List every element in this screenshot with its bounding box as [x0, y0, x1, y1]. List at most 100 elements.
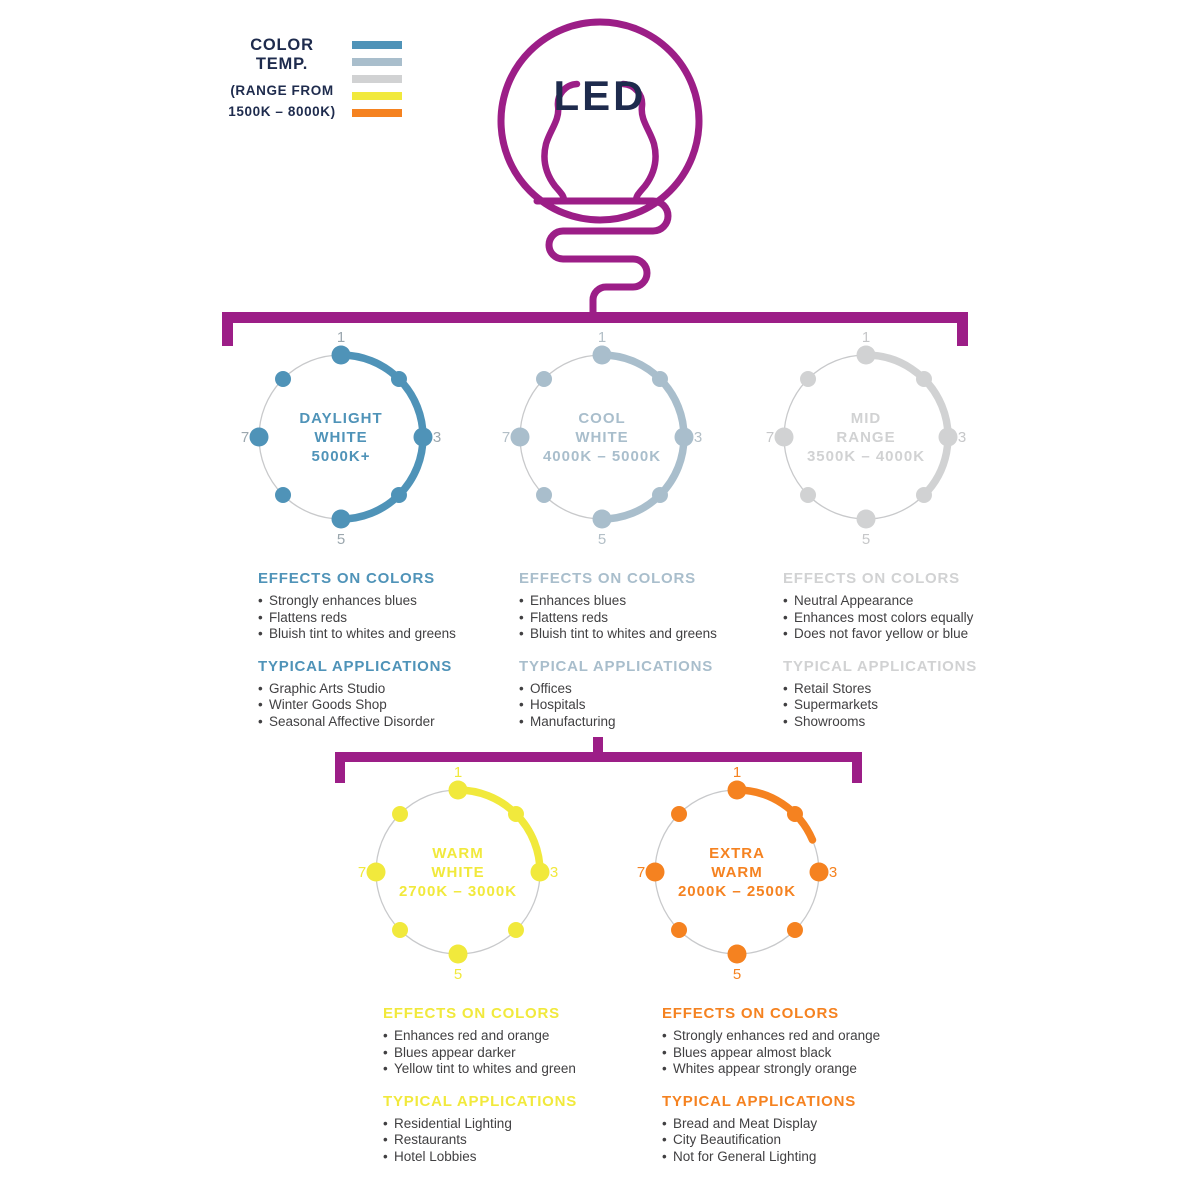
ring-tick-label: 5 — [862, 531, 870, 547]
bullet-item: Not for General Lighting — [662, 1149, 927, 1166]
ring-chart: 1 3 5 7 — [766, 329, 966, 547]
ring-chart: 1 3 5 7 — [241, 329, 441, 547]
effects-title: EFFECTS ON COLORS — [519, 570, 696, 587]
ring-dot — [331, 345, 351, 365]
ring-dot — [413, 427, 433, 447]
ring-dot — [448, 944, 468, 964]
ring-tick-label: 7 — [637, 864, 645, 881]
ring-dot — [645, 862, 665, 882]
ring-tick-label: 1 — [337, 329, 345, 346]
ring-label-line: DAYLIGHT — [299, 410, 383, 427]
ring-dot — [786, 921, 803, 938]
ring-dot — [530, 862, 550, 882]
ring-tick-label: 7 — [766, 429, 774, 446]
bulb-label: LED — [554, 72, 647, 119]
legend-title: COLOR TEMP. — [250, 36, 314, 73]
effects-list: Strongly enhances bluesFlattens redsBlui… — [258, 593, 523, 643]
top-bracket-right-tick — [957, 312, 968, 346]
bulb-screw-thread — [533, 197, 672, 316]
ring-tick-label: 7 — [502, 429, 510, 446]
legend-swatch — [352, 75, 402, 83]
bullet-item: Winter Goods Shop — [258, 697, 523, 714]
ring-dot — [727, 944, 747, 964]
category-text: EFFECTS ON COLORS Enhances bluesFlattens… — [519, 570, 784, 745]
ring-dot — [856, 509, 876, 529]
ring-dot — [390, 486, 407, 503]
top-bracket-left-tick — [222, 312, 233, 346]
bulb-outline — [497, 18, 703, 224]
ring-tick-label: 3 — [829, 864, 837, 881]
ring-dot — [507, 921, 524, 938]
ring-dot — [592, 345, 612, 365]
ring-dot — [390, 371, 407, 388]
ring-tick-label: 3 — [550, 864, 558, 881]
category-text: EFFECTS ON COLORS Enhances red and orang… — [383, 1005, 648, 1180]
bullet-item: Seasonal Affective Disorder — [258, 714, 523, 731]
applications-list: OfficesHospitalsManufacturing — [519, 681, 784, 731]
effects-list: Strongly enhances red and orangeBlues ap… — [662, 1028, 927, 1078]
ring-label: WARM WHITE 2700K – 3000K — [363, 844, 553, 901]
bullet-item: Enhances most colors equally — [783, 610, 1048, 627]
bullet-item: Enhances red and orange — [383, 1028, 648, 1045]
bullet-item: Yellow tint to whites and green — [383, 1061, 648, 1078]
top-bracket-bar — [222, 312, 968, 323]
ring-dot — [671, 921, 688, 938]
ring-tick-label: 5 — [733, 966, 741, 982]
ring-tick-label: 1 — [733, 764, 741, 781]
ring-dot — [856, 345, 876, 365]
ring-dot — [809, 862, 829, 882]
ring-label-line: WARM — [432, 845, 484, 862]
ring-dot — [510, 427, 530, 447]
ring-dot — [275, 371, 292, 388]
ring-dot — [392, 921, 409, 938]
bulb-glass-left — [541, 80, 581, 205]
ring-tick-label: 3 — [433, 429, 441, 446]
bullet-item: Flattens reds — [258, 610, 523, 627]
ring-dot — [448, 780, 468, 800]
legend-subtitle-line2: 1500K – 8000K) — [228, 104, 336, 119]
bullet-item: Bread and Meat Display — [662, 1116, 927, 1133]
applications-list: Residential LightingRestaurantsHotel Lob… — [383, 1116, 648, 1166]
applications-list: Bread and Meat DisplayCity Beautificatio… — [662, 1116, 927, 1166]
bullet-item: Blues appear darker — [383, 1045, 648, 1062]
ring-label: DAYLIGHT WHITE 5000K+ — [246, 409, 436, 466]
ring-dot — [651, 486, 668, 503]
color-temp-legend: COLOR TEMP. (RANGE FROM 1500K – 8000K) — [222, 36, 402, 126]
bullet-item: Restaurants — [383, 1132, 648, 1149]
led-bulb-icon: LED — [497, 18, 703, 316]
effects-title: EFFECTS ON COLORS — [662, 1005, 839, 1022]
bullet-item: Flattens reds — [519, 610, 784, 627]
ring-label-line: 2000K – 2500K — [677, 883, 797, 900]
ring-label-line: 4000K – 5000K — [542, 448, 662, 465]
ring-dot — [938, 427, 958, 447]
legend-swatch — [352, 109, 402, 117]
ring-dot — [786, 806, 803, 823]
ring-tick-label: 1 — [598, 329, 606, 346]
ring-dot — [674, 427, 694, 447]
ring-label-line: RANGE — [836, 429, 896, 446]
ring-dot — [536, 371, 553, 388]
category-text: EFFECTS ON COLORS Strongly enhances red … — [662, 1005, 927, 1180]
bullet-item: Strongly enhances blues — [258, 593, 523, 610]
ring-dot — [507, 806, 524, 823]
effects-list: Enhances bluesFlattens redsBluish tint t… — [519, 593, 784, 643]
category-text: EFFECTS ON COLORS Strongly enhances blue… — [258, 570, 523, 745]
bottom-bracket-bar — [335, 752, 862, 762]
ring-label-line: COOL — [578, 410, 626, 427]
ring-label-line: 5000K+ — [311, 448, 371, 465]
bullet-item: Neutral Appearance — [783, 593, 1048, 610]
bullet-item: Manufacturing — [519, 714, 784, 731]
effects-title: EFFECTS ON COLORS — [258, 570, 435, 587]
ring-dot — [800, 486, 817, 503]
bullet-item: Residential Lighting — [383, 1116, 648, 1133]
bullet-item: Hospitals — [519, 697, 784, 714]
ring-dot — [651, 371, 668, 388]
ring-dot — [536, 486, 553, 503]
ring-dot — [331, 509, 351, 529]
effects-list: Neutral AppearanceEnhances most colors e… — [783, 593, 1048, 643]
bottom-bracket-left-tick — [335, 752, 345, 783]
effects-list: Enhances red and orangeBlues appear dark… — [383, 1028, 648, 1078]
ring-label: MID RANGE 3500K – 4000K — [771, 409, 961, 466]
bullet-item: Retail Stores — [783, 681, 1048, 698]
